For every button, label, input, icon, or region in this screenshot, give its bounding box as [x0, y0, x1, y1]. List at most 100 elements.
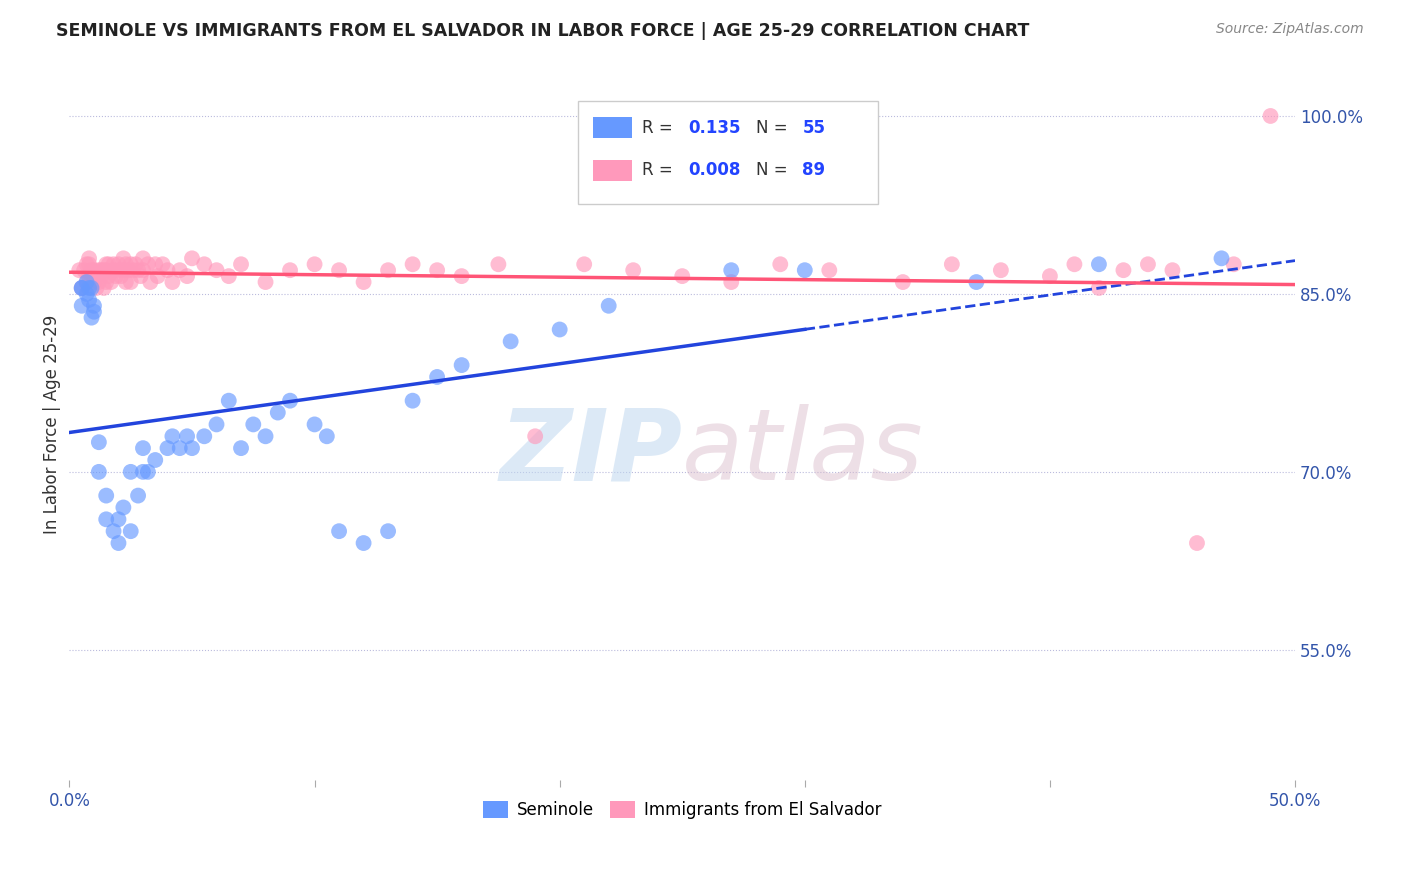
Point [127, 489, 149, 503]
Point [1222, 257, 1244, 271]
Point [1063, 257, 1085, 271]
Point [548, 322, 571, 336]
Point [112, 500, 135, 515]
Text: R =: R = [641, 119, 678, 136]
Text: atlas: atlas [682, 404, 924, 501]
Text: 55: 55 [803, 119, 825, 136]
Text: N =: N = [756, 161, 793, 179]
Point [87, 263, 110, 277]
Point [70, 281, 93, 295]
Point [328, 524, 350, 538]
Point [136, 257, 159, 271]
Point [426, 370, 449, 384]
Text: Source: ZipAtlas.com: Source: ZipAtlas.com [1216, 22, 1364, 37]
Point [205, 417, 228, 432]
Text: N =: N = [756, 119, 793, 136]
Point [132, 252, 155, 266]
Point [132, 441, 155, 455]
Point [169, 441, 191, 455]
Point [720, 275, 742, 289]
Text: ZIP: ZIP [499, 404, 682, 501]
Point [450, 269, 472, 284]
Point [401, 393, 423, 408]
Point [107, 257, 129, 271]
Point [205, 263, 228, 277]
Point [77, 281, 100, 295]
Legend: Seminole, Immigrants from El Salvador: Seminole, Immigrants from El Salvador [477, 794, 887, 825]
Point [353, 536, 375, 550]
Point [87, 435, 110, 450]
Point [77, 257, 100, 271]
Text: 89: 89 [803, 161, 825, 179]
Point [122, 263, 145, 277]
Point [96, 263, 118, 277]
Point [162, 275, 184, 289]
Point [572, 257, 595, 271]
Bar [593, 160, 631, 181]
Point [218, 269, 240, 284]
Point [377, 263, 399, 277]
Point [77, 269, 100, 284]
Point [1088, 257, 1111, 271]
Point [499, 334, 522, 349]
Point [103, 257, 125, 271]
Point [70, 281, 93, 295]
Point [103, 263, 125, 277]
Point [110, 269, 132, 284]
Point [353, 275, 375, 289]
Point [129, 269, 152, 284]
Point [93, 281, 115, 295]
Point [1039, 269, 1062, 284]
Point [152, 257, 174, 271]
Point [83, 263, 105, 277]
Point [114, 257, 136, 271]
Point [143, 257, 166, 271]
Point [254, 429, 277, 443]
Point [377, 524, 399, 538]
Point [124, 257, 146, 271]
Point [162, 429, 184, 443]
Point [87, 465, 110, 479]
Point [132, 263, 155, 277]
Point [793, 263, 815, 277]
Point [70, 281, 93, 295]
Point [990, 263, 1012, 277]
Point [1260, 109, 1282, 123]
Point [156, 263, 179, 277]
Point [229, 441, 252, 455]
Point [328, 263, 350, 277]
Point [818, 263, 841, 277]
Point [83, 269, 105, 284]
Point [120, 257, 142, 271]
Point [1136, 257, 1159, 271]
Point [450, 358, 472, 372]
Point [193, 429, 215, 443]
Point [169, 263, 191, 277]
Point [76, 275, 98, 289]
Point [80, 263, 103, 277]
Point [96, 512, 118, 526]
Point [67, 263, 90, 277]
Point [127, 263, 149, 277]
Point [1112, 263, 1135, 277]
Point [112, 252, 135, 266]
Point [143, 453, 166, 467]
Point [76, 275, 98, 289]
Text: 0.135: 0.135 [689, 119, 741, 136]
Point [96, 275, 118, 289]
Point [1088, 281, 1111, 295]
Point [86, 269, 108, 284]
Point [156, 441, 179, 455]
Point [769, 257, 792, 271]
Point [93, 263, 115, 277]
Point [120, 275, 142, 289]
Point [304, 417, 326, 432]
Point [120, 524, 142, 538]
Point [193, 257, 215, 271]
Point [83, 304, 105, 318]
Point [621, 263, 644, 277]
Point [90, 263, 112, 277]
Point [117, 263, 139, 277]
Point [77, 252, 100, 266]
Point [105, 269, 128, 284]
